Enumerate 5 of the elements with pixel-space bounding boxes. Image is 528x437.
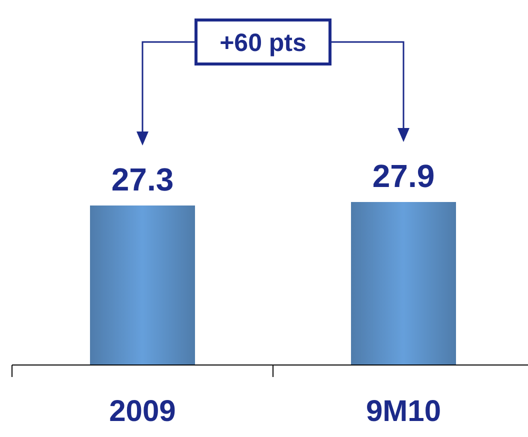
text: +60 pts [220, 29, 306, 57]
x-tick-label: 9M10 [366, 395, 442, 428]
data-label: 27.3 [111, 162, 174, 198]
x-tick-label: 2009 [109, 395, 176, 428]
data-label: 27.9 [372, 158, 435, 194]
